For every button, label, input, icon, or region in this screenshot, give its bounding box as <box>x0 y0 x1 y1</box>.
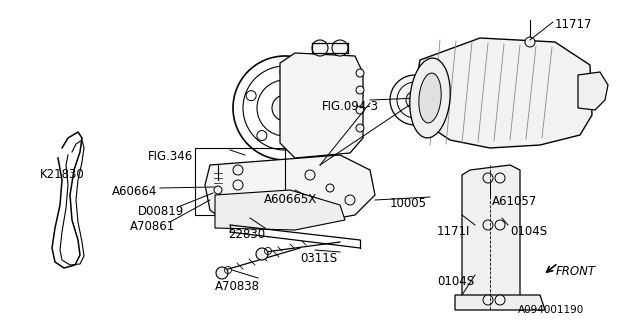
Circle shape <box>495 220 505 230</box>
Circle shape <box>345 195 355 205</box>
Polygon shape <box>578 72 608 110</box>
Circle shape <box>356 69 364 77</box>
Polygon shape <box>205 155 375 225</box>
Text: K21830: K21830 <box>40 168 84 181</box>
Circle shape <box>390 75 440 125</box>
Text: A70838: A70838 <box>215 280 260 293</box>
Text: A60665X: A60665X <box>264 193 317 206</box>
Text: 22830: 22830 <box>228 228 265 241</box>
Polygon shape <box>462 165 520 308</box>
Circle shape <box>483 173 493 183</box>
Polygon shape <box>455 295 545 310</box>
Circle shape <box>495 173 505 183</box>
Circle shape <box>216 267 228 279</box>
Text: FIG.094-3: FIG.094-3 <box>322 100 379 113</box>
Circle shape <box>495 295 505 305</box>
Text: 10005: 10005 <box>390 197 427 210</box>
Circle shape <box>356 106 364 114</box>
Circle shape <box>356 124 364 132</box>
Ellipse shape <box>410 58 450 138</box>
Circle shape <box>356 86 364 94</box>
Text: 1171I: 1171I <box>437 225 470 238</box>
Text: A61057: A61057 <box>492 195 537 208</box>
Text: FIG.346: FIG.346 <box>148 150 193 163</box>
Text: 0104S: 0104S <box>437 275 474 288</box>
Text: 0311S: 0311S <box>300 252 337 265</box>
Circle shape <box>233 165 243 175</box>
Text: A094001190: A094001190 <box>518 305 584 315</box>
Text: A60664: A60664 <box>112 185 157 198</box>
Circle shape <box>233 195 243 205</box>
Text: 0104S: 0104S <box>510 225 547 238</box>
Polygon shape <box>415 38 592 148</box>
Circle shape <box>525 37 535 47</box>
Circle shape <box>272 95 298 121</box>
Circle shape <box>326 184 334 192</box>
Circle shape <box>483 295 493 305</box>
Polygon shape <box>280 53 363 158</box>
Circle shape <box>312 40 328 56</box>
Text: A70861: A70861 <box>130 220 175 233</box>
Circle shape <box>332 40 348 56</box>
Polygon shape <box>215 190 345 230</box>
Circle shape <box>233 180 243 190</box>
Ellipse shape <box>419 73 441 123</box>
Text: D00819: D00819 <box>138 205 184 218</box>
Circle shape <box>483 220 493 230</box>
Circle shape <box>406 91 424 109</box>
Circle shape <box>305 170 315 180</box>
Circle shape <box>256 248 268 260</box>
Text: 11717: 11717 <box>555 18 593 31</box>
Circle shape <box>214 186 222 194</box>
Text: FRONT: FRONT <box>556 265 596 278</box>
